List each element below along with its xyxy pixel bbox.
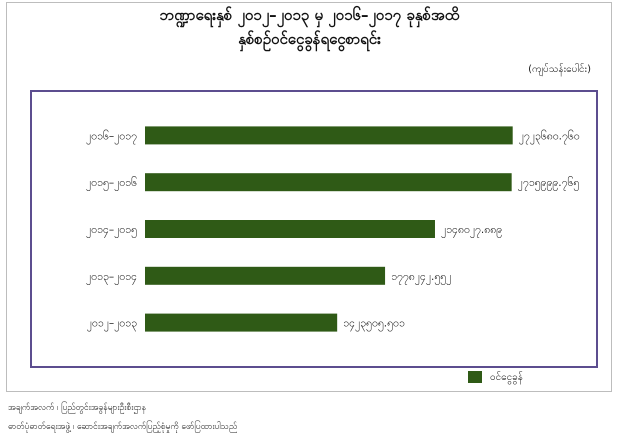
value-label: ၁၄၂၃၅၀၅.၅၀၁	[343, 318, 405, 332]
category-label: ၂၀၁၃–၂၀၁၄	[86, 271, 137, 285]
source-note: အချက်အလက် ၊ ပြည်တွင်းအခွန်များဦးစီးဌာန	[8, 403, 146, 413]
bar	[145, 126, 513, 145]
value-label: ၁၇၇၈၂၄၂.၅၅၂	[391, 271, 451, 285]
bar	[145, 220, 435, 238]
bar	[145, 173, 512, 192]
legend-label: ဝင်ငွေခွန်	[490, 371, 523, 383]
value-label: ၂၇၁၅၉၉၉.၇၆၅	[518, 176, 580, 191]
value-label: ၂၇၂၃၆၈၀.၇၆၀	[519, 129, 580, 144]
plot-area	[30, 90, 598, 368]
chart-subtitle: နှစ်စဉ်ဝင်ငွေခွန်ရငွေစာရင်း	[238, 30, 381, 48]
category-label: ၂၀၁၄–၂၀၁၅	[86, 224, 137, 238]
legend: ဝင်ငွေခွန်	[468, 370, 523, 384]
bar	[145, 266, 386, 285]
category-label: ၂၀၁၆–၂၀၁၇	[86, 129, 137, 144]
category-label: ၂၀၁၅–၂၀၁၆	[86, 176, 137, 191]
value-label: ၂၁၄၈၀၂၇.၈၈၉	[441, 224, 502, 238]
unit-label: (ကျပ်သန်းပေါင်း)	[528, 64, 591, 75]
chart-frame	[6, 2, 612, 392]
footer-note: ဓာတ်ပုံဓာတ်ရေးအဖွဲ့ ၊ ဆောင်းအချက်အလက်ပြည…	[8, 422, 238, 432]
chart-title: ဘဏ္ဍာရေးနှစ် ၂၀၁၂–၂၀၁၃ မှ ၂၀၁၆–၂၀၁၇ ခုနှ…	[159, 6, 460, 24]
category-label: ၂၀၁၂–၂၀၁၃	[87, 318, 137, 332]
legend-swatch	[468, 371, 482, 383]
bar	[145, 313, 338, 332]
